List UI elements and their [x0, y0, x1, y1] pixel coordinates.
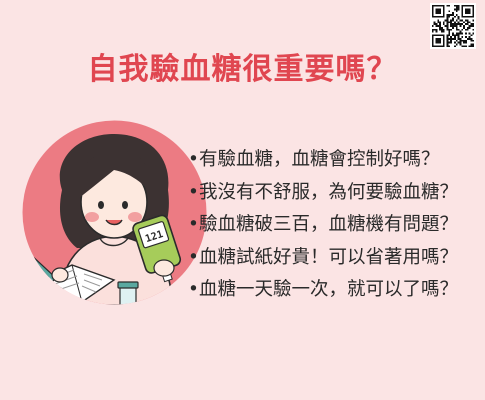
smile: [105, 219, 123, 226]
list-item: •驗血糖破三百，血糖機有問題？: [188, 214, 459, 235]
right-eye: [122, 201, 128, 209]
page-title: 自我驗血糖很重要嗎？: [87, 52, 398, 87]
test-strip-bottle: [119, 285, 137, 305]
hair-bangs: [78, 150, 151, 198]
list-item: •有驗血糖，血糖會控制好嗎？: [188, 149, 440, 170]
girl-with-glucose-meter-illustration: 121: [22, 120, 207, 305]
question-list: •有驗血糖，血糖會控制好嗎？ •我沒有不舒服，為何要驗血糖？ •驗血糖破三百，血…: [188, 144, 458, 307]
list-item: •血糖試紙好貴！可以省著用嗎？: [188, 246, 459, 268]
right-cheek: [128, 212, 142, 222]
list-item: •血糖一天驗一次，就可以了嗎？: [188, 279, 459, 300]
right-hand: [153, 259, 175, 277]
list-item: •我沒有不舒服，為何要驗血糖？: [188, 181, 459, 203]
left-hand: [51, 267, 69, 283]
meter-display-value: 121: [144, 229, 165, 245]
qr-code-icon: [430, 3, 476, 49]
left-eye: [98, 201, 104, 209]
left-cheek: [85, 212, 99, 222]
